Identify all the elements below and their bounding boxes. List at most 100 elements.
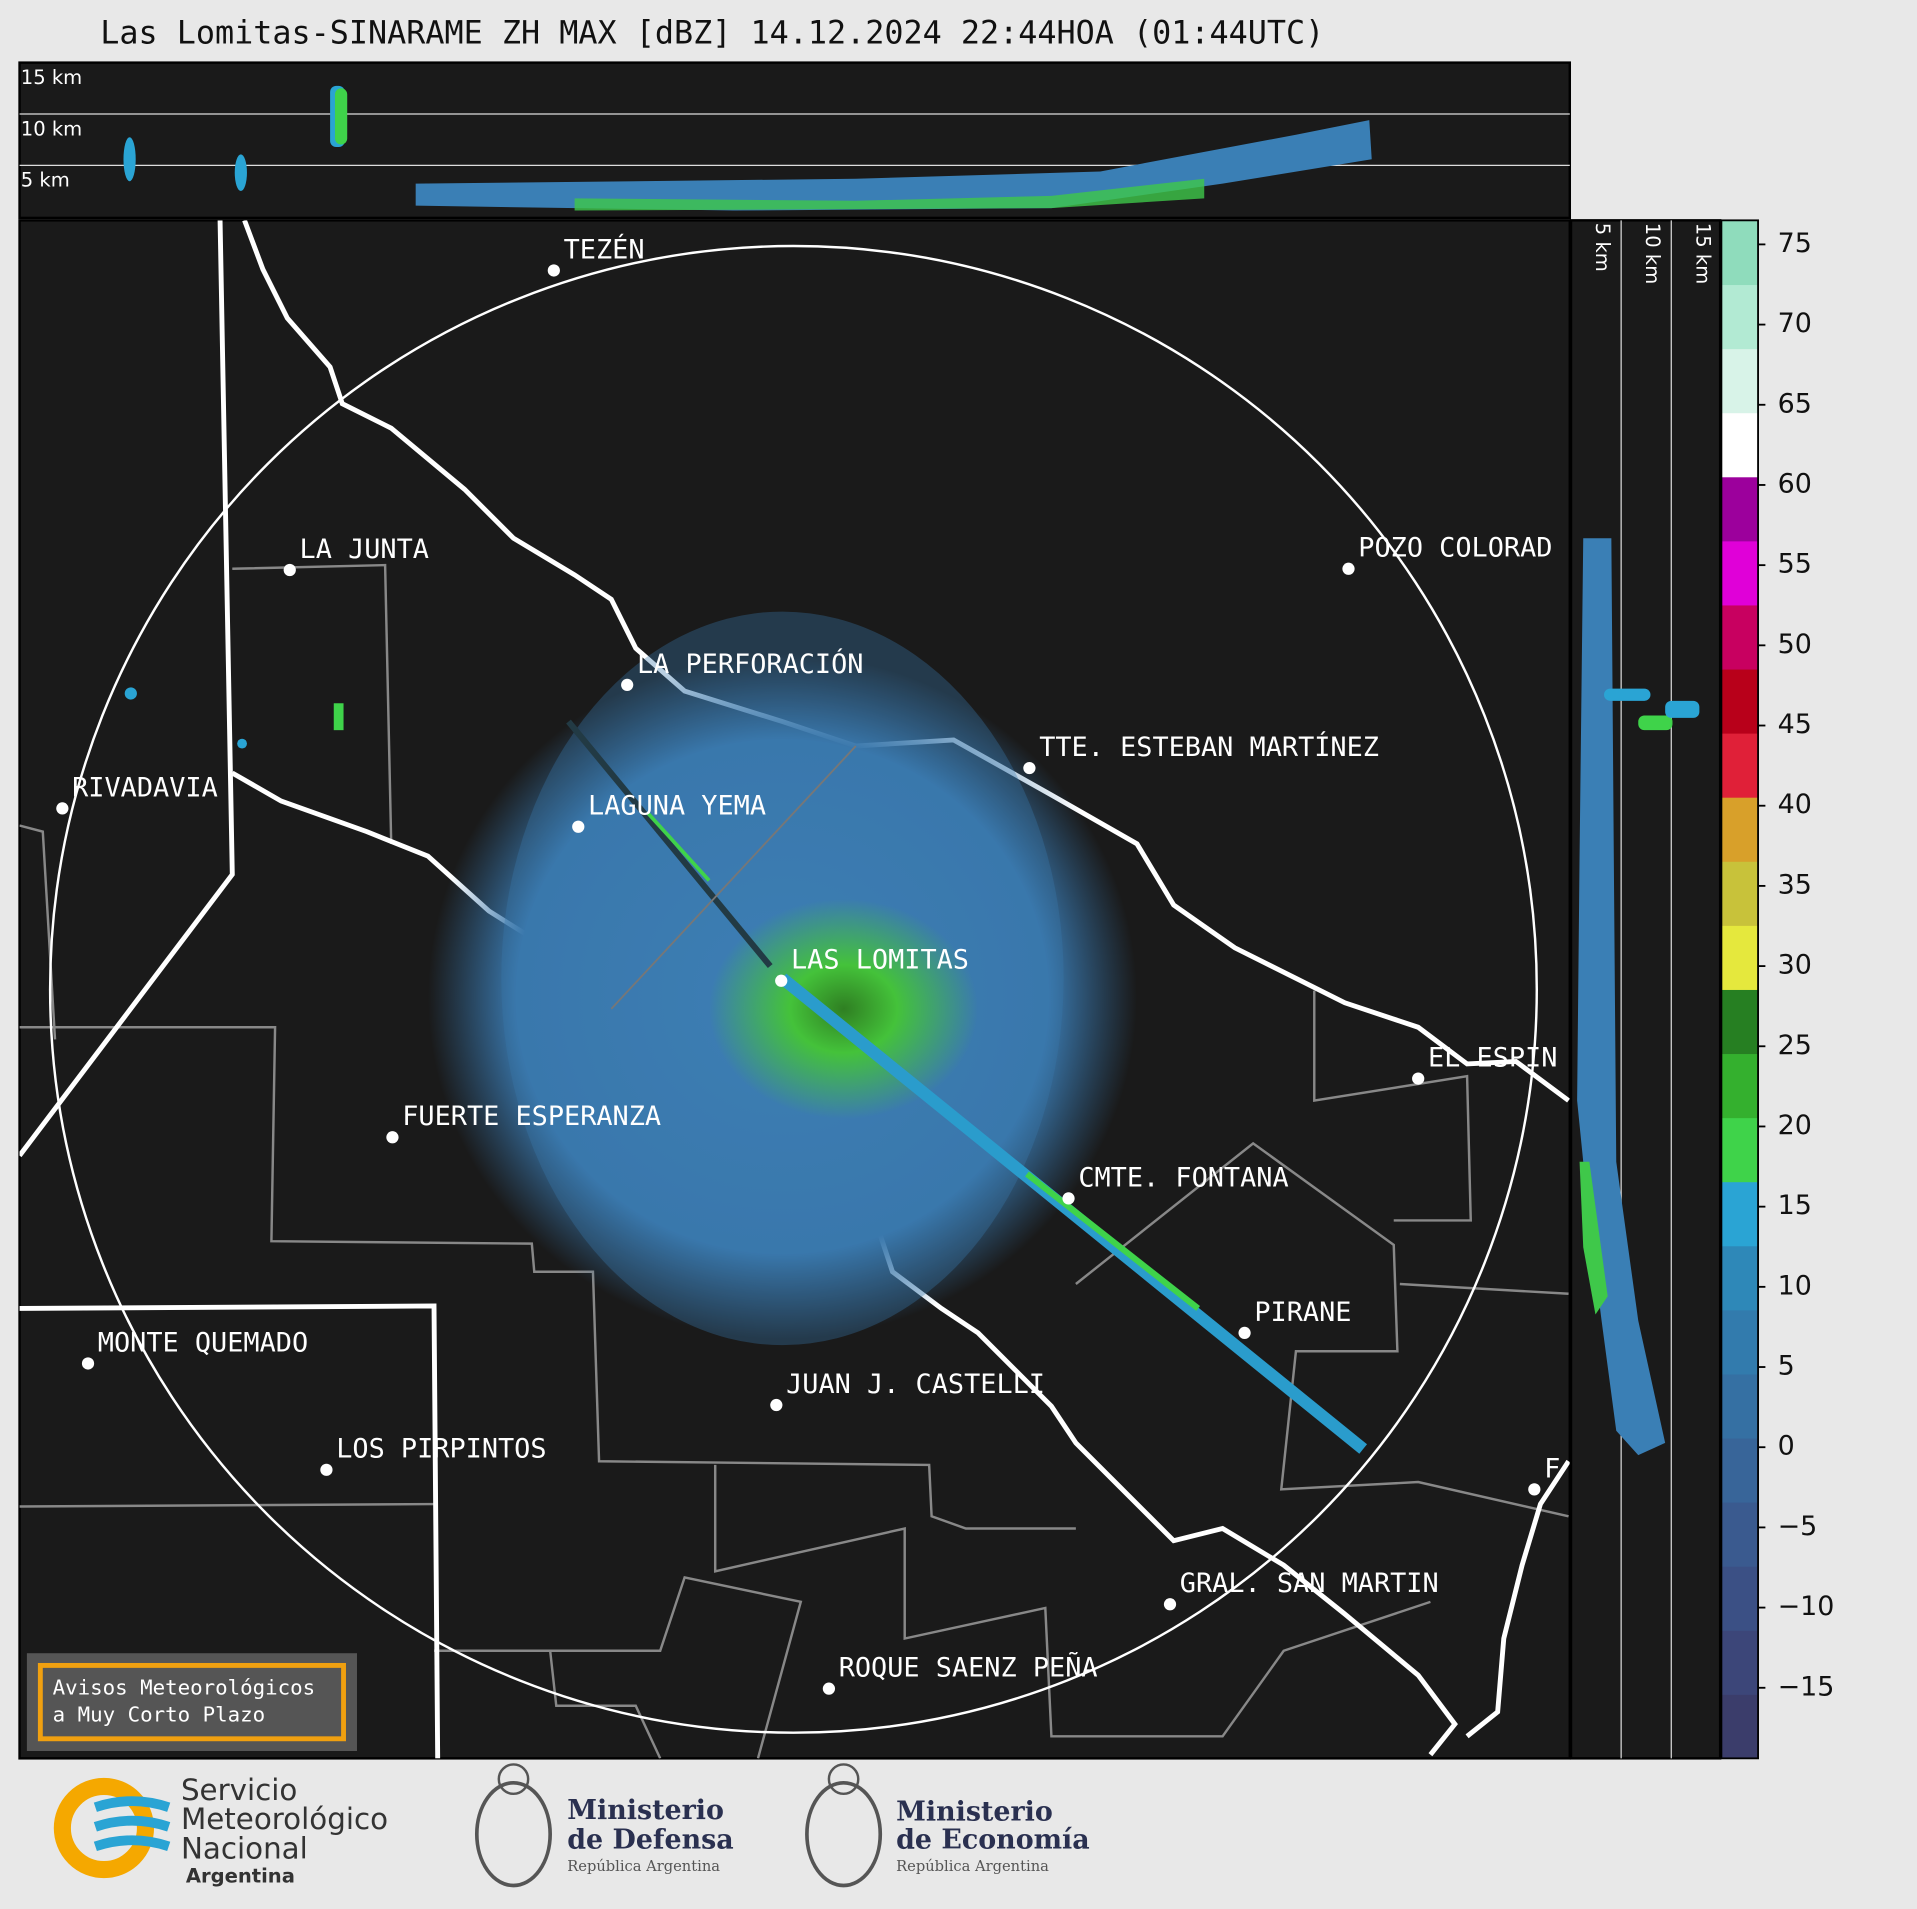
place-dot bbox=[56, 802, 69, 815]
place-dot bbox=[1023, 761, 1036, 775]
place-label: LA PERFORACIÓN bbox=[637, 648, 864, 680]
place-dot bbox=[81, 1357, 95, 1370]
place-label: MONTE QUEMADO bbox=[98, 1327, 308, 1358]
place-label: JUAN J. CASTELLI bbox=[786, 1369, 1045, 1400]
warning-text: Avisos Meteorológicos bbox=[53, 1676, 316, 1700]
colorbar-band bbox=[1721, 220, 1759, 286]
colorbar-tick-label: 55 bbox=[1778, 549, 1812, 580]
colorbar-band bbox=[1721, 348, 1759, 414]
altitude-label: 5 km bbox=[1591, 223, 1614, 272]
altitude-label: 5 km bbox=[21, 169, 70, 192]
place-dot bbox=[1238, 1326, 1251, 1340]
colorbar-band bbox=[1721, 476, 1759, 542]
logo-text: Meteorológico bbox=[181, 1802, 388, 1836]
warning-text: a Muy Corto Plazo bbox=[53, 1703, 266, 1727]
top-cross-section bbox=[18, 61, 1572, 220]
colorbar-tick-label: −5 bbox=[1778, 1511, 1818, 1542]
altitude-label: 10 km bbox=[1641, 223, 1664, 284]
place-dot bbox=[822, 1682, 836, 1695]
colorbar-band bbox=[1721, 284, 1759, 350]
place-dot bbox=[775, 974, 788, 987]
place-label: LOS PIRPINTOS bbox=[336, 1434, 546, 1465]
colorbar-tick-label: 0 bbox=[1778, 1431, 1795, 1462]
logo-text: Nacional bbox=[181, 1832, 308, 1866]
place-label: CMTE. FONTANA bbox=[1078, 1162, 1288, 1193]
colorbar-tick-label: 30 bbox=[1778, 950, 1812, 981]
colorbar-band bbox=[1721, 1630, 1759, 1695]
logo-text: República Argentina bbox=[896, 1858, 1049, 1875]
altitude-label: 15 km bbox=[21, 66, 82, 89]
colorbar-band bbox=[1721, 1117, 1759, 1183]
colorbar-band bbox=[1721, 1502, 1759, 1567]
place-dot bbox=[547, 264, 560, 277]
place-label: POZO COLORAD bbox=[1358, 533, 1552, 564]
place-label: LAS LOMITAS bbox=[791, 945, 969, 976]
place-label: PIRANE bbox=[1254, 1297, 1351, 1328]
place-dot bbox=[621, 678, 634, 692]
colorbar-band bbox=[1721, 604, 1759, 670]
colorbar-band bbox=[1721, 412, 1759, 478]
logo-text: Argentina bbox=[186, 1864, 295, 1887]
colorbar-tick-label: 5 bbox=[1778, 1351, 1795, 1382]
altitude-label: 15 km bbox=[1691, 223, 1714, 284]
smn-logo: Servicio Meteorológico Nacional Argentin… bbox=[53, 1773, 388, 1887]
colorbar-band bbox=[1721, 1566, 1759, 1631]
colorbar-tick-label: 50 bbox=[1778, 629, 1812, 660]
place-dot bbox=[1412, 1072, 1425, 1085]
colorbar-band bbox=[1721, 797, 1759, 862]
warning-box[interactable]: Avisos Meteorológicos a Muy Corto Plazo bbox=[26, 1653, 357, 1752]
colorbar-tick-label: 20 bbox=[1778, 1110, 1812, 1141]
colorbar-band bbox=[1721, 1309, 1759, 1375]
colorbar-band bbox=[1721, 1245, 1759, 1311]
economia-logo: Ministerio de Economía República Argenti… bbox=[805, 1763, 1090, 1888]
place-dot bbox=[320, 1463, 333, 1476]
logo-text: República Argentina bbox=[567, 1858, 720, 1875]
colorbar-tick-label: −15 bbox=[1778, 1671, 1835, 1702]
colorbar-band bbox=[1721, 1437, 1759, 1503]
place-dot bbox=[1528, 1483, 1541, 1496]
logo-text: Ministerio bbox=[896, 1796, 1053, 1827]
place-label: EL ESPIN bbox=[1428, 1043, 1557, 1074]
altitude-label: 10 km bbox=[21, 117, 82, 140]
place-dot bbox=[283, 563, 296, 577]
place-label: TEZÉN bbox=[564, 233, 645, 265]
colorbar-tick-label: 25 bbox=[1778, 1030, 1812, 1061]
colorbar-tick-label: 45 bbox=[1778, 709, 1812, 740]
colorbar-band bbox=[1721, 925, 1759, 990]
place-label: LAGUNA YEMA bbox=[588, 791, 766, 822]
place-label: ROQUE SAENZ PEÑA bbox=[839, 1652, 1098, 1684]
colorbar-band bbox=[1721, 861, 1759, 926]
colorbar-tick-label: 70 bbox=[1778, 308, 1812, 339]
altitude-labels: 15 km 10 km 5 km 5 km 10 km 15 km bbox=[21, 66, 1715, 284]
place-dot bbox=[770, 1398, 783, 1412]
place-label: TTE. ESTEBAN MARTÍNEZ bbox=[1039, 731, 1379, 763]
colorbar-tick-label: 10 bbox=[1778, 1270, 1812, 1301]
colorbar-tick-label: 35 bbox=[1778, 869, 1812, 900]
place-dot bbox=[572, 820, 585, 833]
colorbar-band bbox=[1721, 1373, 1759, 1439]
logo-text: Servicio bbox=[181, 1773, 297, 1807]
right-cross-section bbox=[1569, 219, 1722, 1760]
colorbar-band bbox=[1721, 540, 1759, 606]
logo-text: Ministerio bbox=[567, 1795, 724, 1826]
colorbar-tick-label: 40 bbox=[1778, 789, 1812, 820]
place-label: RIVADAVIA bbox=[72, 772, 218, 803]
place-label: F bbox=[1544, 1453, 1560, 1484]
colorbar-band bbox=[1721, 1694, 1759, 1759]
logo-text: de Defensa bbox=[567, 1824, 733, 1855]
place-label: GRAL. SAN MARTIN bbox=[1180, 1568, 1439, 1599]
colorbar-band bbox=[1721, 1181, 1759, 1247]
colorbar-band bbox=[1721, 733, 1759, 798]
place-label: LA JUNTA bbox=[300, 534, 429, 565]
logo-text: de Economía bbox=[896, 1824, 1090, 1855]
defensa-logo: Ministerio de Defensa República Argentin… bbox=[474, 1763, 734, 1888]
place-dot bbox=[386, 1131, 399, 1144]
place-dot bbox=[1342, 562, 1355, 575]
colorbar-band bbox=[1721, 668, 1759, 734]
place-label: FUERTE ESPERANZA bbox=[402, 1101, 661, 1132]
colorbar: −15 −10 −5 0 5 10 15 20 25 30 35 40 45 50 55 60 65 70 75 bbox=[1720, 219, 1835, 1760]
place-dot bbox=[1163, 1598, 1177, 1611]
colorbar-tick-label: 75 bbox=[1778, 228, 1812, 259]
